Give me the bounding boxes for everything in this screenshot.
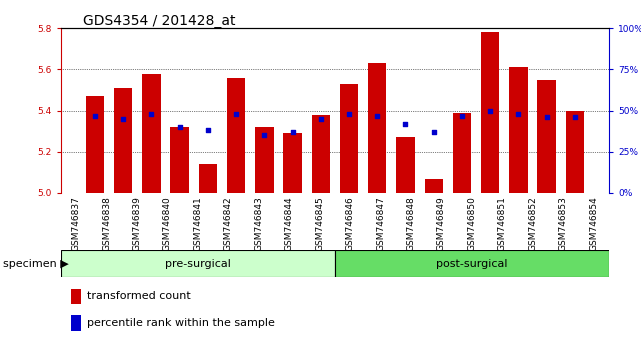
Text: GSM746845: GSM746845: [315, 196, 324, 251]
Bar: [453, 113, 471, 193]
Text: GSM746842: GSM746842: [224, 196, 233, 251]
Bar: [142, 74, 161, 193]
Bar: [368, 63, 387, 193]
Point: [90, 113, 100, 118]
Text: GSM746853: GSM746853: [559, 196, 568, 251]
Point: [344, 111, 354, 117]
Bar: [424, 178, 443, 193]
Bar: [171, 127, 189, 193]
Bar: [283, 133, 302, 193]
Point: [457, 113, 467, 118]
Point: [372, 113, 383, 118]
Point: [485, 108, 495, 113]
Text: pre-surgical: pre-surgical: [165, 258, 231, 269]
Point: [315, 116, 326, 122]
Point: [513, 111, 524, 117]
Bar: [566, 110, 584, 193]
Text: GSM746850: GSM746850: [467, 196, 476, 251]
Point: [429, 129, 439, 135]
Bar: [255, 127, 274, 193]
Point: [174, 124, 185, 130]
Text: GSM746848: GSM746848: [406, 196, 415, 251]
Bar: [199, 164, 217, 193]
Text: GSM746843: GSM746843: [254, 196, 263, 251]
Point: [401, 121, 411, 127]
Bar: [114, 88, 133, 193]
Point: [287, 129, 297, 135]
Text: GSM746844: GSM746844: [285, 196, 294, 251]
Text: GSM746846: GSM746846: [345, 196, 354, 251]
Text: percentile rank within the sample: percentile rank within the sample: [87, 318, 274, 328]
Point: [231, 111, 241, 117]
Text: GSM746849: GSM746849: [437, 196, 446, 251]
Bar: [335, 250, 609, 277]
Text: GSM746840: GSM746840: [163, 196, 172, 251]
Text: transformed count: transformed count: [87, 291, 190, 302]
Point: [542, 114, 552, 120]
Bar: [312, 115, 330, 193]
Text: GSM746837: GSM746837: [72, 196, 81, 251]
Text: GSM746854: GSM746854: [589, 196, 598, 251]
Text: post-surgical: post-surgical: [436, 258, 508, 269]
Bar: [61, 250, 335, 277]
Bar: [340, 84, 358, 193]
Point: [146, 111, 156, 117]
Text: GSM746847: GSM746847: [376, 196, 385, 251]
Bar: [227, 78, 246, 193]
Text: GSM746839: GSM746839: [133, 196, 142, 251]
Point: [570, 114, 580, 120]
Bar: [396, 137, 415, 193]
Point: [118, 116, 128, 122]
Text: GDS4354 / 201428_at: GDS4354 / 201428_at: [83, 14, 236, 28]
Point: [203, 127, 213, 133]
Bar: [509, 67, 528, 193]
Text: GSM746838: GSM746838: [102, 196, 111, 251]
Bar: [86, 96, 104, 193]
Text: GSM746841: GSM746841: [194, 196, 203, 251]
Bar: [481, 33, 499, 193]
Text: specimen ▶: specimen ▶: [3, 259, 69, 269]
Text: GSM746851: GSM746851: [498, 196, 507, 251]
Text: GSM746852: GSM746852: [528, 196, 537, 251]
Bar: [537, 80, 556, 193]
Point: [259, 132, 269, 138]
